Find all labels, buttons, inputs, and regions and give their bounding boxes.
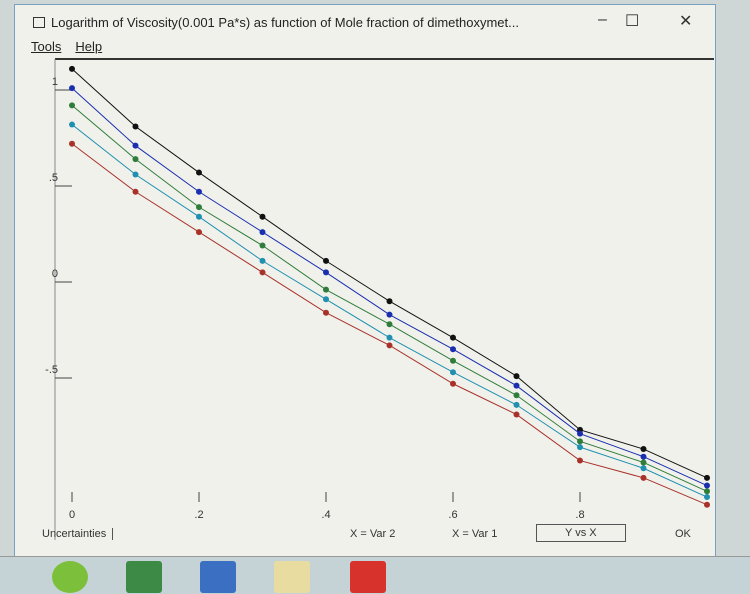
data-point [196, 188, 202, 195]
x-var1-button[interactable]: X = Var 1 [452, 528, 498, 540]
data-point [577, 438, 583, 445]
data-point [69, 102, 75, 109]
data-point [196, 229, 202, 236]
data-point [640, 459, 647, 466]
data-point [323, 286, 329, 293]
data-point [450, 334, 456, 341]
data-point [323, 296, 329, 303]
data-point [640, 453, 647, 460]
acrobat-icon[interactable] [350, 561, 386, 593]
y-tick-label: .5 [49, 172, 58, 184]
data-point [132, 156, 139, 163]
data-point [704, 474, 710, 481]
series-line-0 [71, 68, 708, 479]
series-line-1 [71, 87, 708, 486]
data-point [69, 65, 75, 72]
series-line-3 [71, 124, 708, 498]
data-point [640, 465, 647, 472]
menu-help[interactable]: Help [75, 39, 103, 54]
excel-icon[interactable] [126, 561, 162, 593]
title-bar: Logarithm of Viscosity(0.001 Pa*s) as fu… [15, 5, 715, 39]
data-point [323, 269, 329, 276]
data-point [259, 213, 266, 220]
data-point [323, 309, 329, 316]
data-point [450, 369, 456, 376]
internet-explorer-icon[interactable] [52, 561, 88, 593]
data-point [323, 257, 329, 264]
data-point [196, 169, 202, 176]
data-point [259, 257, 266, 264]
data-point [640, 474, 647, 481]
data-point [386, 298, 393, 305]
data-point [450, 346, 456, 353]
data-point [450, 380, 456, 387]
data-point [386, 311, 393, 318]
data-point [450, 357, 456, 364]
data-point [386, 321, 393, 328]
data-point [259, 229, 266, 236]
data-point [513, 401, 520, 408]
data-point [196, 204, 202, 211]
file-explorer-icon[interactable] [274, 561, 310, 593]
close-button[interactable]: ✕ [679, 13, 693, 30]
data-point [704, 488, 710, 495]
data-point [259, 269, 266, 276]
data-point [386, 334, 393, 341]
data-point [513, 373, 520, 380]
ok-button[interactable]: OK [675, 528, 691, 540]
data-point [69, 121, 75, 128]
data-point [577, 444, 583, 451]
x-tick-label: 0 [69, 509, 75, 521]
data-point [132, 142, 139, 149]
data-point [704, 482, 710, 489]
word-icon[interactable] [200, 561, 236, 593]
data-point [513, 382, 520, 389]
maximize-button[interactable]: ☐ [625, 13, 640, 30]
y-tick-label: 0 [52, 268, 58, 280]
menu-bar: Tools Help [15, 39, 715, 59]
x-tick-label: .4 [321, 509, 330, 521]
chart-window: Logarithm of Viscosity(0.001 Pa*s) as fu… [14, 4, 716, 560]
y-tick-label: 1 [52, 76, 58, 88]
x-tick-label: .2 [194, 509, 203, 521]
app-icon [33, 16, 45, 28]
data-point [704, 501, 710, 508]
y-tick-label: -.5 [45, 364, 58, 376]
y-vs-x-button[interactable]: Y vs X [536, 524, 626, 542]
data-point [132, 188, 139, 195]
data-point [69, 140, 75, 147]
minimize-button[interactable]: – [598, 11, 607, 28]
data-point [577, 430, 583, 437]
data-point [513, 392, 520, 399]
data-point [704, 494, 710, 501]
data-point [640, 446, 647, 453]
window-title: Logarithm of Viscosity(0.001 Pa*s) as fu… [51, 14, 519, 30]
data-point [513, 411, 520, 418]
data-point [259, 242, 266, 249]
data-point [132, 123, 139, 130]
menu-tools[interactable]: Tools [31, 39, 62, 54]
x-tick-label: .6 [448, 509, 457, 521]
uncertainties-button[interactable]: Uncertainties [42, 528, 114, 540]
data-point [386, 342, 393, 349]
x-tick-label: .8 [575, 509, 584, 521]
taskbar [0, 556, 750, 594]
data-point [132, 171, 139, 178]
data-point [196, 213, 202, 220]
x-var2-button[interactable]: X = Var 2 [350, 528, 396, 540]
data-point [69, 85, 75, 92]
data-point [577, 457, 583, 464]
